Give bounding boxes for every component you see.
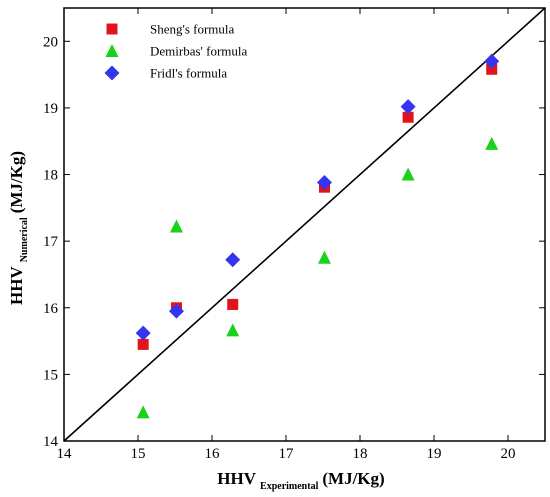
data-point-square [402, 111, 414, 123]
legend-marker-diamond [104, 65, 120, 81]
data-point-triangle [226, 323, 240, 337]
x-tick-label: 19 [427, 446, 442, 462]
x-tick-label: 18 [353, 446, 368, 462]
plot-area-frame [63, 7, 546, 442]
y-tick-label: 18 [43, 168, 58, 184]
series-triangle [136, 136, 499, 419]
data-point-diamond [168, 303, 184, 319]
x-tick-label: 15 [131, 446, 146, 462]
legend-label: Fridl's formula [150, 66, 227, 81]
data-point-triangle [485, 136, 499, 150]
series-diamond [135, 53, 500, 341]
data-point-square [227, 298, 239, 310]
legend-marker-square [106, 23, 118, 35]
x-tick-label: 17 [279, 446, 295, 462]
data-point-square [137, 338, 149, 350]
data-point-triangle [169, 219, 183, 233]
data-point-diamond [400, 99, 416, 115]
y-tick-label: 15 [43, 367, 58, 383]
y-axis-title-unit: (MJ/Kg) [7, 151, 26, 213]
y-tick-label: 16 [43, 301, 59, 317]
y-tick-label: 17 [43, 234, 59, 250]
legend-label: Demirbas' formula [150, 44, 248, 59]
y-tick-label: 19 [43, 101, 58, 117]
y-axis-title: HHV Numerical (MJ/Kg) [7, 151, 30, 305]
reference-line [63, 7, 546, 442]
series-square [137, 63, 498, 350]
data-point-triangle [401, 167, 415, 181]
x-axis-title: HHV Experimental (MJ/Kg) [217, 469, 384, 492]
legend: Sheng's formula Demirbas' formula Fridl's … [104, 22, 248, 81]
data-point-triangle [317, 250, 331, 264]
y-tick-label: 20 [43, 34, 58, 50]
data-point-square [486, 63, 498, 75]
data-point-diamond [225, 252, 241, 268]
data-point-diamond [484, 53, 500, 69]
x-tick-label: 16 [205, 446, 221, 462]
legend-label: Sheng's formula [150, 22, 235, 37]
x-axis-title-subscript: Experimental [260, 481, 319, 492]
y-tick-label: 14 [43, 434, 59, 450]
legend-marker-triangle [105, 44, 119, 57]
y-axis-title-main: HHV [7, 266, 26, 305]
x-axis-title-unit: (MJ/Kg) [322, 469, 384, 488]
x-axis-title-main: HHV [217, 469, 256, 488]
data-point-diamond [135, 325, 151, 341]
x-tick-label: 20 [501, 446, 516, 462]
data-point-triangle [136, 405, 150, 419]
data-point-diamond [316, 175, 332, 191]
x-tick-label: 14 [57, 446, 73, 462]
y-axis-title-subscript: Numerical [19, 217, 30, 262]
